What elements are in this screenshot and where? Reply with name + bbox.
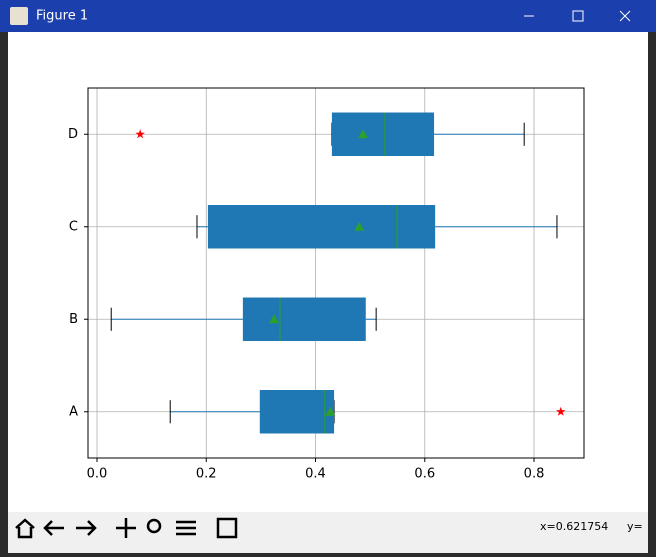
window-title: Figure 1 [36, 9, 88, 24]
status-y: y= [627, 520, 643, 533]
forward-button[interactable] [76, 520, 97, 536]
y-tick-label: B [69, 312, 78, 327]
flier [556, 406, 566, 416]
x-tick-label: 0.6 [414, 467, 435, 482]
y-tick-label: A [69, 404, 78, 419]
mean-marker [354, 221, 365, 231]
y-tick-label: D [68, 127, 78, 142]
y-tick-label: C [69, 219, 78, 234]
box [331, 112, 435, 156]
x-tick-label: 0.0 [87, 467, 108, 482]
toolbar-icons [15, 517, 238, 539]
mean-marker [269, 314, 279, 324]
x-tick-label: 0.2 [196, 467, 217, 482]
back-button[interactable] [43, 520, 64, 536]
figure-canvas [8, 32, 648, 512]
status-x: x=0.621754 [540, 520, 608, 533]
plot: 0.0 0.2 0.4 0.6 0.8 A B C D [68, 87, 585, 482]
toolbar [8, 512, 648, 553]
mean-marker [325, 406, 336, 416]
box [207, 205, 436, 249]
app-icon [10, 7, 28, 25]
flier [135, 129, 145, 139]
home-button[interactable] [15, 518, 35, 539]
x-tick-label: 0.8 [524, 467, 545, 482]
close-button[interactable] [619, 10, 631, 22]
pan-button[interactable] [116, 518, 136, 538]
maximize-button[interactable] [572, 10, 584, 22]
mean-marker [358, 129, 369, 139]
axes-frame [87, 87, 585, 459]
title-bar [0, 0, 656, 32]
box [242, 297, 366, 341]
x-tick-label: 0.4 [305, 467, 326, 482]
zoom-button[interactable] [146, 518, 162, 534]
save-button[interactable] [216, 517, 238, 539]
configure-button[interactable] [176, 520, 196, 536]
box [259, 390, 335, 434]
